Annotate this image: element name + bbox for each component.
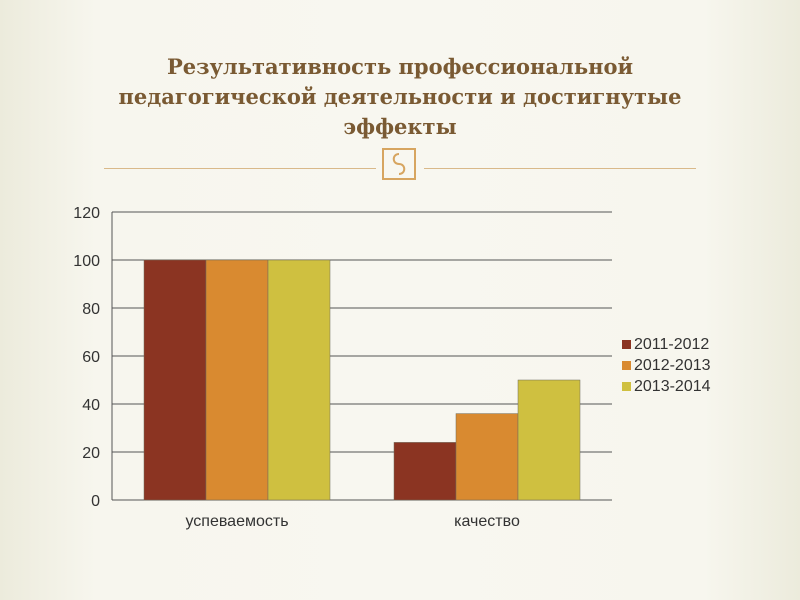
y-tick-label: 80 <box>82 301 100 318</box>
ornament-glyph-icon <box>382 148 416 180</box>
x-category-label: качество <box>454 513 520 530</box>
y-tick-label: 100 <box>73 253 100 270</box>
legend-label: 2011-2012 <box>634 335 710 353</box>
y-tick-label: 60 <box>82 349 100 366</box>
legend-label: 2012-2013 <box>634 356 711 374</box>
divider-right <box>424 168 696 169</box>
title-line-2: педагогической деятельности и достигнуты… <box>118 84 682 109</box>
title-line-3: эффекты <box>343 114 457 139</box>
legend-swatch <box>622 340 631 349</box>
slide-title: Результативность профессиональной педаго… <box>80 52 720 142</box>
y-tick-label: 0 <box>91 493 100 510</box>
bar <box>205 259 269 501</box>
title-line-1: Результативность профессиональной <box>166 54 634 79</box>
x-category-label: успеваемость <box>185 513 288 530</box>
bar <box>267 259 331 501</box>
bar <box>455 413 519 501</box>
y-tick-label: 40 <box>82 397 100 414</box>
divider-left <box>104 168 376 169</box>
legend-swatch <box>622 361 631 370</box>
y-tick-label: 20 <box>82 445 100 462</box>
bar <box>393 442 457 501</box>
legend-item: 2012-2013 <box>622 355 711 376</box>
legend-item: 2011-2012 <box>622 334 711 355</box>
legend-label: 2013-2014 <box>634 377 711 395</box>
bar <box>517 379 581 501</box>
legend-item: 2013-2014 <box>622 376 711 397</box>
bar <box>143 259 207 501</box>
chart-legend: 2011-2012 2012-2013 2013-2014 <box>622 334 711 397</box>
y-tick-label: 120 <box>73 205 100 222</box>
legend-swatch <box>622 382 631 391</box>
